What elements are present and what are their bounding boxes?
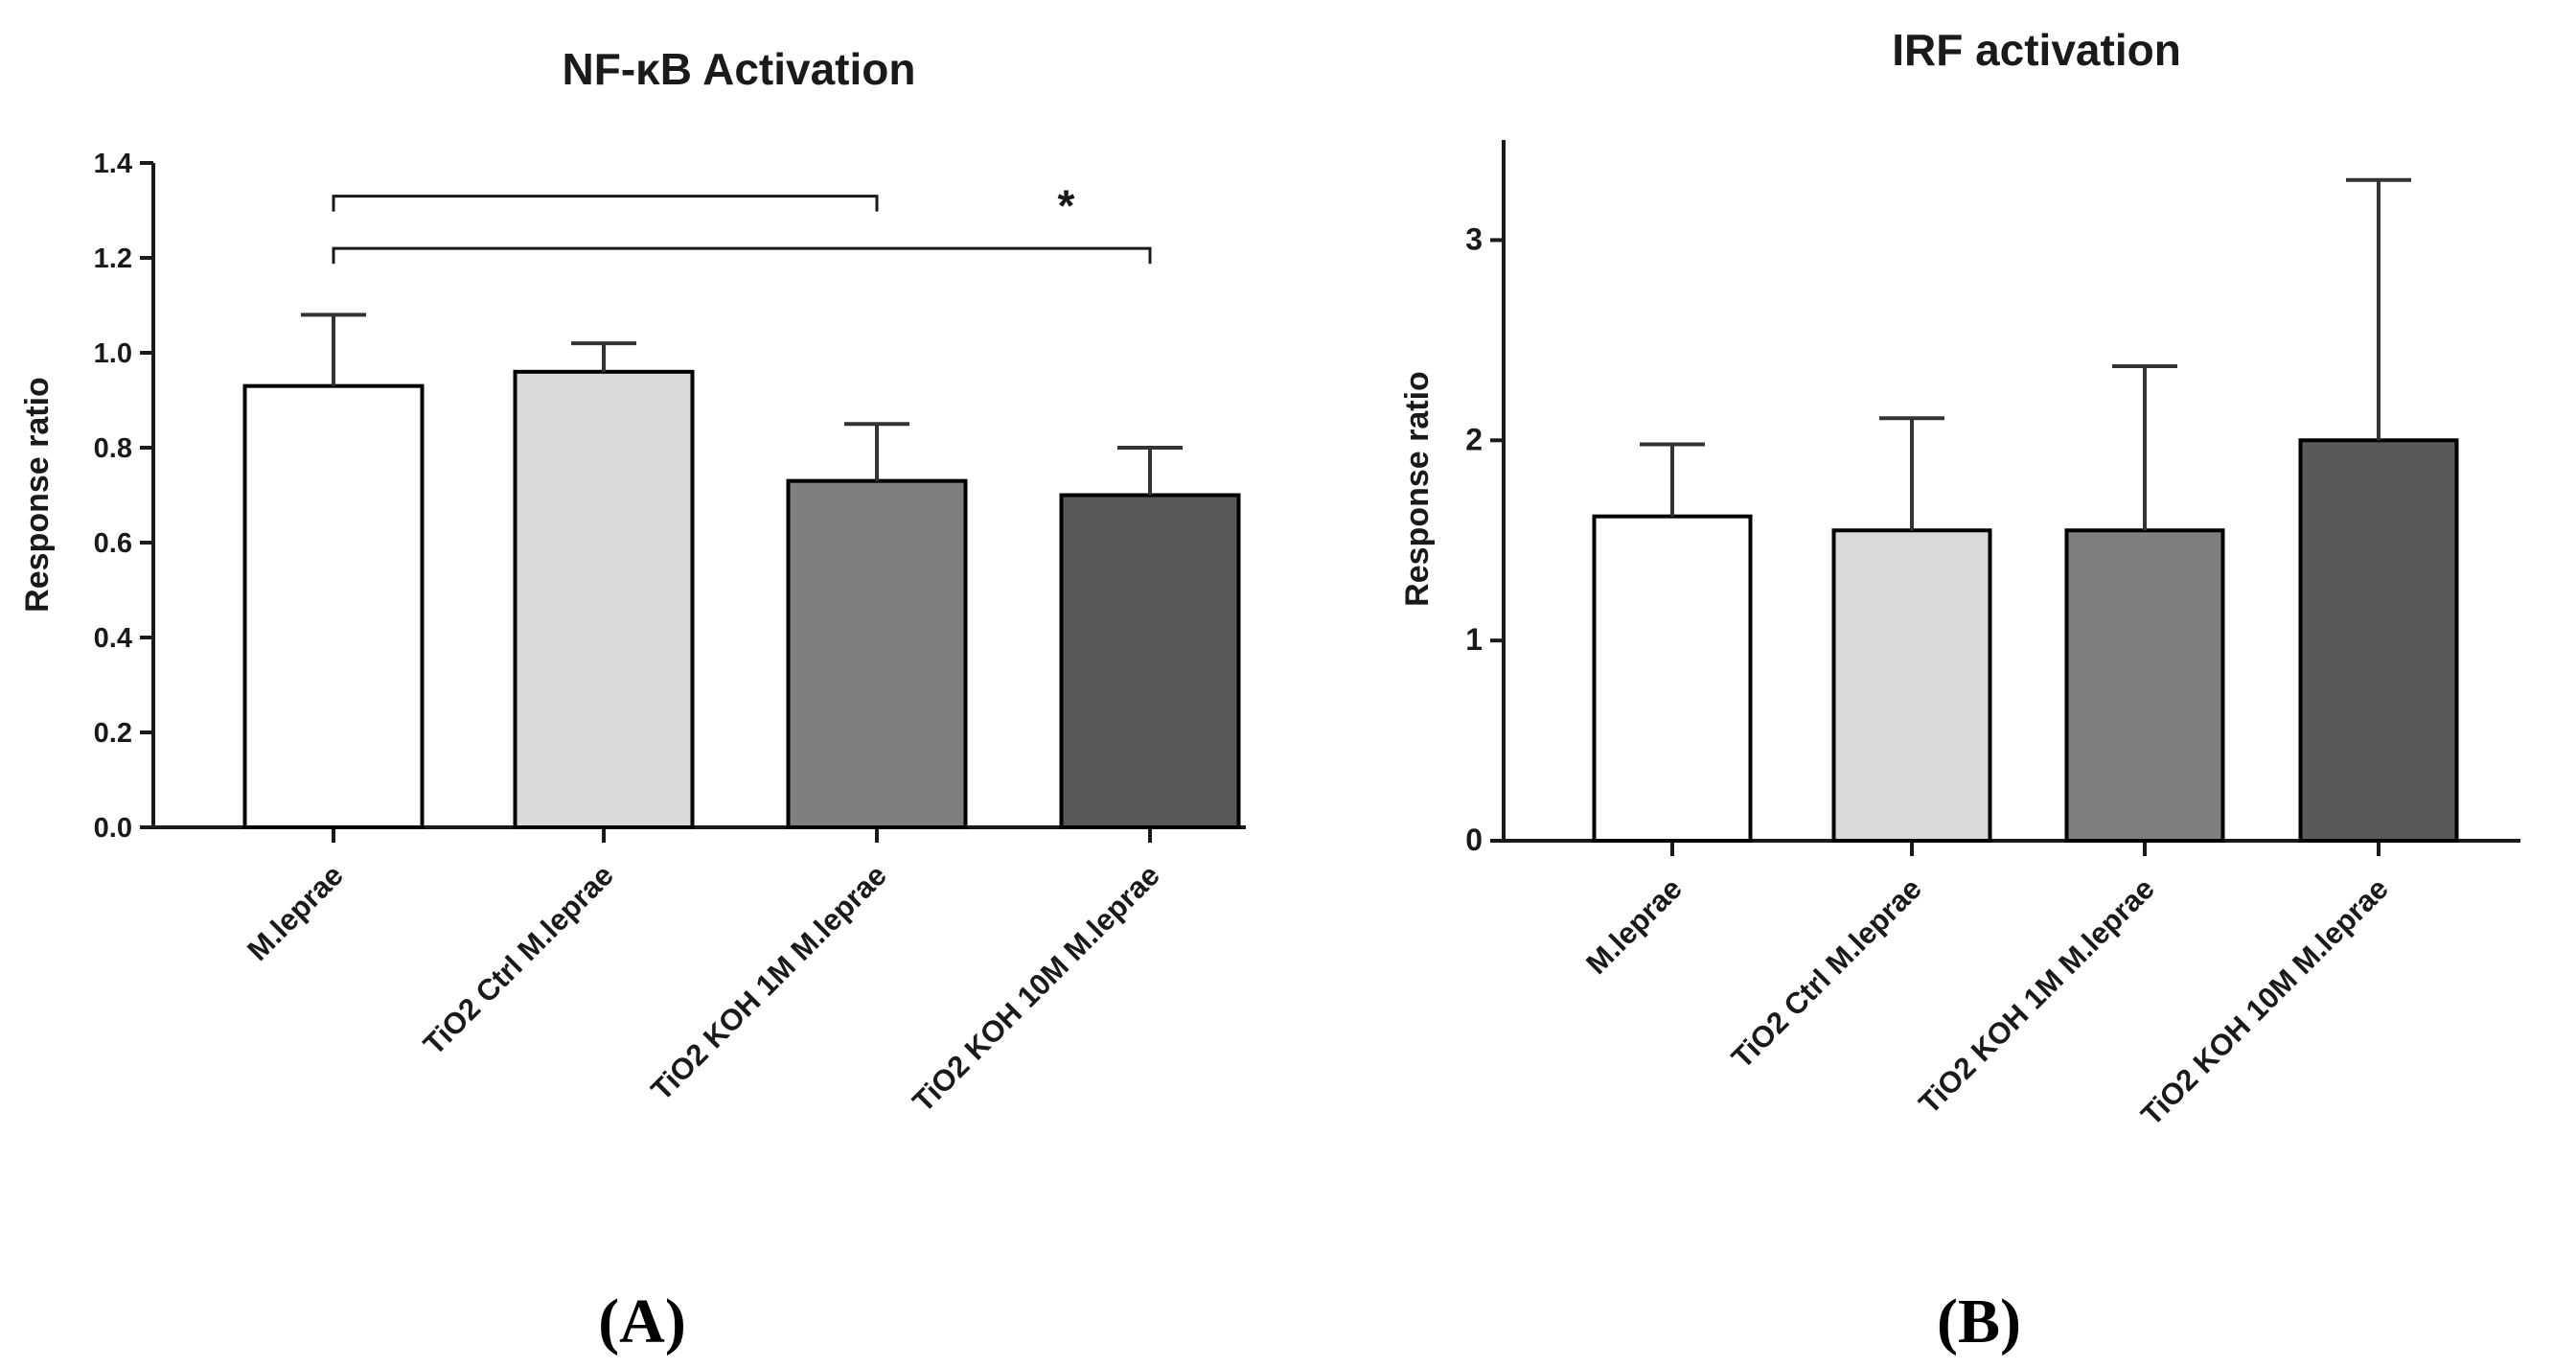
chart-a-y-ticks: 0.0 0.2 0.4 0.6 0.8 1.0 1.2 1.4 [94, 149, 153, 844]
chart-a-significance-bracket [332, 246, 1152, 265]
chart-a-significance-bracket [332, 195, 879, 212]
chart-a-y-tick-label: 1.4 [94, 149, 132, 179]
chart-a-category-labels: M.leprae TiO2 Ctrl M.leprae TiO2 KOH 1M M.… [241, 858, 1166, 1119]
chart-b-bar [1831, 528, 1992, 843]
chart-a-y-tick-label: 0.6 [94, 528, 132, 559]
chart-b-y-tick-label: 3 [1465, 221, 1483, 256]
chart-a-y-tick-label: 1.0 [94, 338, 132, 369]
chart-a-y-tick-label: 0.8 [94, 433, 132, 464]
chart-b-bar [1592, 514, 1753, 843]
chart-a-bar [242, 383, 425, 829]
chart-a-category-label: TiO2 KOH 10M M.leprae [906, 858, 1166, 1119]
chart-a-bars [242, 369, 1241, 829]
chart-b-error-bars [1640, 177, 2411, 531]
chart-b-category-label: TiO2 KOH 10M M.leprae [2134, 871, 2395, 1132]
chart-a-panel-label: (A) [598, 1287, 686, 1356]
chart-b-y-ticks: 0 1 2 3 [1465, 221, 1504, 857]
chart-a-x-ticks [332, 827, 1152, 843]
chart-b-bars [1592, 438, 2459, 843]
chart-a-error-bars [301, 313, 1183, 496]
chart-b-x-ticks [1670, 841, 2380, 856]
chart-b-category-label: TiO2 Ctrl M.leprae [1725, 871, 1928, 1075]
chart-b-category-label: TiO2 KOH 1M M.leprae [1913, 871, 2161, 1120]
chart-b-y-tick-label: 2 [1465, 422, 1483, 456]
chart-a-category-label: TiO2 Ctrl M.leprae [417, 858, 620, 1061]
chart-a-bar [513, 369, 695, 829]
chart-b-bar [2298, 438, 2459, 843]
chart-a-category-label: M.leprae [241, 858, 350, 967]
chart-b-y-tick-label: 0 [1465, 823, 1483, 857]
chart-a-title: NF-κB Activation [563, 44, 916, 94]
chart-a-y-tick-label: 0.4 [94, 623, 132, 654]
chart-b-panel-label: (B) [1937, 1287, 2021, 1356]
chart-a-y-tick-label: 0.2 [94, 718, 132, 749]
chart-a-y-tick-label: 1.2 [94, 243, 132, 274]
chart-b-category-label: M.leprae [1579, 871, 1689, 981]
chart-a-y-axis-label: Response ratio [19, 377, 56, 613]
chart-a-category-label: TiO2 KOH 1M M.leprae [645, 858, 893, 1106]
chart-a-significance-brackets: * [332, 181, 1152, 265]
chart-a-nfkb: NF-κB Activation Response ratio 0.00.20.… [19, 44, 1246, 1356]
chart-b-y-tick-label: 1 [1465, 622, 1483, 657]
chart-b-title: IRF activation [1892, 25, 2181, 75]
chart-b-y-axis-label: Response ratio [1399, 371, 1436, 607]
chart-a-significance-label: * [1058, 181, 1075, 231]
chart-a-bar [786, 478, 968, 829]
chart-a-y-tick-label: 0.0 [94, 813, 132, 844]
chart-b-irf: IRF activation Response ratio 0 1 2 3 M.lep… [1399, 25, 2520, 1356]
chart-b-bar [2064, 528, 2225, 843]
chart-a-bar [1059, 493, 1241, 829]
